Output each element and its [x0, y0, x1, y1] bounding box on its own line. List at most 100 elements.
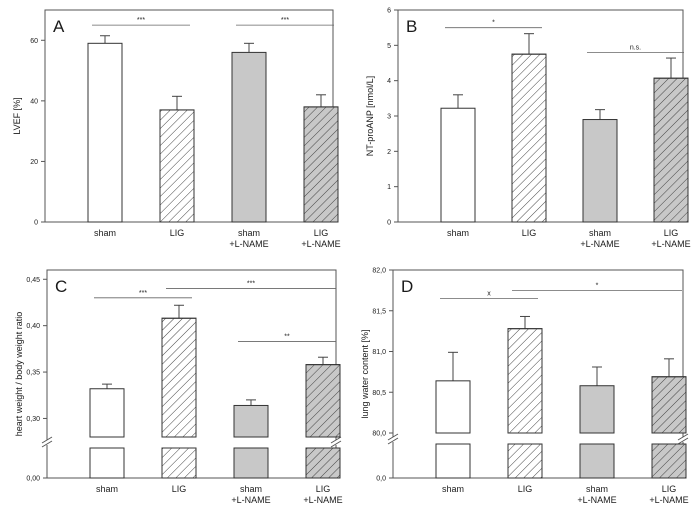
category-label: sham: [96, 484, 118, 494]
y-axis-label: heart weight / body weight ratio: [14, 312, 24, 437]
category-label: +L-NAME: [580, 239, 619, 249]
axis-break-mark: [330, 436, 342, 444]
y-tick-label: 20: [30, 159, 38, 166]
y-tick-label: 81,5: [372, 308, 386, 315]
category-label: sham: [589, 228, 611, 238]
axis-break-mark: [41, 440, 53, 448]
bar: [440, 107, 476, 223]
category-label: +L-NAME: [577, 495, 616, 505]
bar-lower-hatch: [507, 443, 543, 479]
y-axis-label: lung water content [%]: [360, 329, 370, 418]
y-tick-label: 0,45: [26, 277, 40, 284]
significance-label: x: [487, 291, 491, 298]
y-tick-label: 5: [387, 43, 391, 50]
bar-lower: [89, 447, 125, 479]
bar-hatch: [653, 77, 689, 223]
axis-break-mark: [677, 433, 689, 441]
bar: [233, 404, 269, 438]
category-label: sham: [447, 228, 469, 238]
bar-lower-hatch: [305, 447, 341, 479]
bar-lower-hatch: [161, 447, 197, 479]
bar-hatch: [651, 376, 687, 434]
y-tick-label: 60: [30, 38, 38, 45]
bar-hatch: [161, 317, 197, 438]
panel-label: D: [401, 277, 413, 296]
category-label: +L-NAME: [231, 495, 270, 505]
category-label: sham: [586, 484, 608, 494]
category-label: sham: [94, 228, 116, 238]
axis-break-mark: [677, 437, 689, 445]
axis-break-mark: [330, 440, 342, 448]
y-tick-label: 0,30: [26, 416, 40, 423]
category-label: +L-NAME: [229, 239, 268, 249]
category-label: sham: [240, 484, 262, 494]
category-label: sham: [238, 228, 260, 238]
panel-label: B: [406, 17, 417, 36]
significance-label: ***: [281, 17, 289, 24]
axis-break-mark: [387, 433, 399, 441]
y-tick-label: 2: [387, 149, 391, 156]
y-tick-label-zero: 0,0: [376, 476, 386, 483]
y-tick-label: 4: [387, 78, 391, 85]
bar-hatch: [305, 364, 341, 438]
axis-break-mark: [41, 436, 53, 444]
bar-lower: [233, 447, 269, 479]
bar-lower: [435, 443, 471, 479]
significance-label: *: [596, 282, 599, 289]
bar: [231, 51, 267, 223]
axis-break-gap: [42, 440, 52, 445]
y-tick-label: 1: [387, 184, 391, 191]
bar-lower: [579, 443, 615, 479]
category-label: +L-NAME: [303, 495, 342, 505]
y-tick-label-zero: 0,00: [26, 476, 40, 483]
axis-break-mark: [387, 437, 399, 445]
y-tick-label: 0,35: [26, 370, 40, 377]
significance-label: **: [284, 333, 290, 340]
category-label: +L-NAME: [301, 239, 340, 249]
y-tick-label: 0,40: [26, 323, 40, 330]
bar: [89, 388, 125, 438]
y-axis-label: NT-proANP [nmol/L]: [365, 76, 375, 156]
y-tick-label: 80,5: [372, 390, 386, 397]
category-label: LIG: [172, 484, 187, 494]
y-axis-label: LVEF [%]: [12, 97, 22, 134]
category-label: LIG: [316, 484, 331, 494]
y-tick-label: 81,0: [372, 349, 386, 356]
axis-break-gap: [678, 437, 688, 442]
bar: [435, 380, 471, 434]
bar-hatch: [511, 53, 547, 223]
bar-hatch: [303, 106, 339, 223]
category-label: +L-NAME: [651, 239, 690, 249]
bar-hatch: [507, 328, 543, 434]
bar: [582, 119, 618, 223]
bar: [87, 42, 123, 223]
category-label: LIG: [314, 228, 329, 238]
y-tick-label: 6: [387, 8, 391, 15]
significance-label: ***: [247, 281, 255, 288]
category-label: LIG: [518, 484, 533, 494]
y-tick-label: 40: [30, 98, 38, 105]
y-tick-label: 0: [387, 220, 391, 227]
axis-break-gap: [388, 437, 398, 442]
significance-label: *: [492, 20, 495, 27]
axis-break-gap: [331, 440, 341, 445]
panel-label: A: [53, 17, 65, 36]
significance-label: n.s.: [630, 44, 641, 51]
category-label: +L-NAME: [649, 495, 688, 505]
significance-label: ***: [137, 17, 145, 24]
bar: [579, 385, 615, 434]
bar-lower-hatch: [651, 443, 687, 479]
category-label: LIG: [664, 228, 679, 238]
significance-label: ***: [139, 290, 147, 297]
category-label: LIG: [170, 228, 185, 238]
category-label: LIG: [522, 228, 537, 238]
category-label: LIG: [662, 484, 677, 494]
y-tick-label: 82,0: [372, 268, 386, 275]
y-tick-label: 80,0: [372, 431, 386, 438]
bar-hatch: [159, 109, 195, 223]
panel-label: C: [55, 277, 67, 296]
